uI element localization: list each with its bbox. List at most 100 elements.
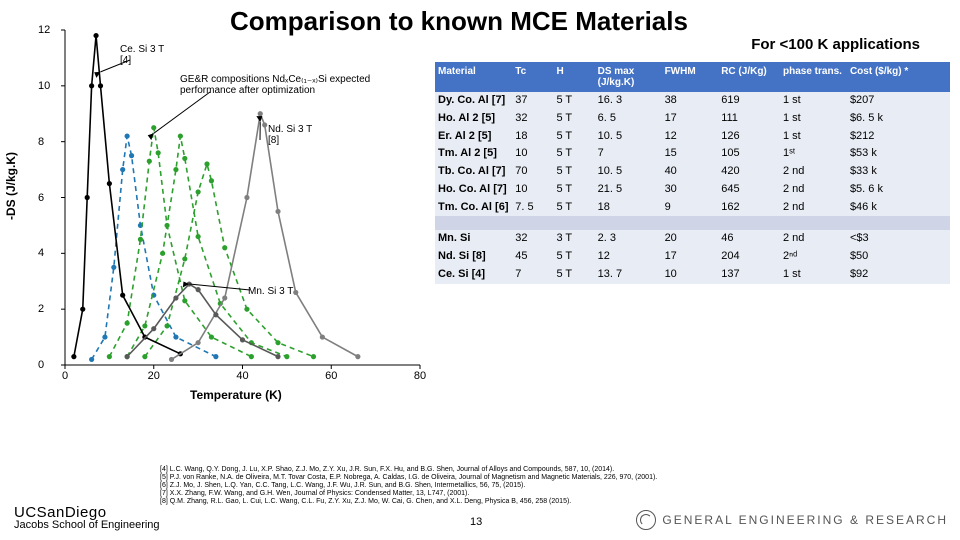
table-cell: Ce. Si [4] xyxy=(435,266,512,284)
table-cell: 2 nd xyxy=(780,163,847,181)
materials-table: MaterialTcHDS max (J/kg.K)FWHMRC (J/Kg)p… xyxy=(435,62,950,284)
table-cell: 10 xyxy=(662,266,719,284)
table-cell: 5 T xyxy=(553,92,594,110)
table-cell: 17 xyxy=(662,248,719,266)
table-cell: $5. 6 k xyxy=(847,181,950,199)
table-cell: 10. 5 xyxy=(595,128,662,146)
table-cell: 17 xyxy=(662,110,719,128)
ytick: 4 xyxy=(38,247,44,259)
table-row: Nd. Si [8]455 T12172042ⁿᵈ$50 xyxy=(435,248,950,266)
ucsd-logo: UCSanDiego Jacobs School of Engineering xyxy=(14,505,160,532)
ytick: 10 xyxy=(38,80,50,92)
table-row: Dy. Co. Al [7]375 T16. 3386191 st$207 xyxy=(435,92,950,110)
table-cell: Tm. Co. Al [6] xyxy=(435,199,512,217)
table-separator xyxy=(435,216,950,230)
table-cell: 7. 5 xyxy=(512,199,553,217)
table-cell: 3 T xyxy=(553,230,594,248)
table-row: Ho. Co. Al [7]105 T21. 5306452 nd$5. 6 k xyxy=(435,181,950,199)
table-cell: Er. Al 2 [5] xyxy=(435,128,512,146)
table-row: Mn. Si323 T2. 320462 nd<$3 xyxy=(435,230,950,248)
table-cell: Dy. Co. Al [7] xyxy=(435,92,512,110)
table-cell: Tm. Al 2 [5] xyxy=(435,145,512,163)
table-cell: 111 xyxy=(718,110,780,128)
table-cell: 32 xyxy=(512,110,553,128)
table-cell: 12 xyxy=(662,128,719,146)
table-cell: 420 xyxy=(718,163,780,181)
table-cell: Mn. Si xyxy=(435,230,512,248)
table-cell: 645 xyxy=(718,181,780,199)
table-cell: 2. 3 xyxy=(595,230,662,248)
column-header: H xyxy=(553,62,594,92)
table-cell: 2 nd xyxy=(780,230,847,248)
table-cell: 10 xyxy=(512,181,553,199)
subtitle: For <100 K applications xyxy=(751,36,920,53)
table-cell: 40 xyxy=(662,163,719,181)
table-cell: $50 xyxy=(847,248,950,266)
table-cell: 105 xyxy=(718,145,780,163)
table-cell: 46 xyxy=(718,230,780,248)
table-cell: 2ⁿᵈ xyxy=(780,248,847,266)
table-row: Tb. Co. Al [7]705 T10. 5404202 nd$33 k xyxy=(435,163,950,181)
table-cell: $33 k xyxy=(847,163,950,181)
table-cell: 5 T xyxy=(553,181,594,199)
table-cell: 18 xyxy=(512,128,553,146)
slide-number: 13 xyxy=(470,516,482,528)
table-cell: 5 T xyxy=(553,248,594,266)
column-header: Material xyxy=(435,62,512,92)
table-cell: 1 st xyxy=(780,266,847,284)
table-cell: 15 xyxy=(662,145,719,163)
table-cell: 137 xyxy=(718,266,780,284)
table-cell: 13. 7 xyxy=(595,266,662,284)
xtick: 0 xyxy=(62,370,68,382)
ytick: 6 xyxy=(38,192,44,204)
xtick: 80 xyxy=(414,370,426,382)
table-cell: 10 xyxy=(512,145,553,163)
anno-nd: Nd. Si 3 T [8] xyxy=(268,124,312,146)
table-cell: $6. 5 k xyxy=(847,110,950,128)
reference-line: [4] L.C. Wang, Q.Y. Dong, J. Lu, X.P. Sh… xyxy=(160,466,860,474)
ytick: 2 xyxy=(38,303,44,315)
column-header: RC (J/Kg) xyxy=(718,62,780,92)
table-cell: 37 xyxy=(512,92,553,110)
table-cell: 10. 5 xyxy=(595,163,662,181)
table-cell: 2 nd xyxy=(780,181,847,199)
table-cell: 1 st xyxy=(780,92,847,110)
table-cell: 21. 5 xyxy=(595,181,662,199)
table-cell: 5 T xyxy=(553,266,594,284)
table-cell: 5 T xyxy=(553,110,594,128)
table-cell: 5 T xyxy=(553,163,594,181)
column-header: Tc xyxy=(512,62,553,92)
ger-icon xyxy=(636,510,656,530)
column-header: DS max (J/kg.K) xyxy=(595,62,662,92)
table-cell: 70 xyxy=(512,163,553,181)
ytick: 8 xyxy=(38,136,44,148)
xtick: 40 xyxy=(236,370,248,382)
table-cell: 20 xyxy=(662,230,719,248)
ytick: 0 xyxy=(38,359,44,371)
table-cell: 6. 5 xyxy=(595,110,662,128)
table-cell: Ho. Al 2 [5] xyxy=(435,110,512,128)
x-axis-label: Temperature (K) xyxy=(190,388,282,402)
table-row: Ce. Si [4]75 T13. 7101371 st$92 xyxy=(435,266,950,284)
table-body: Dy. Co. Al [7]375 T16. 3386191 st$207Ho.… xyxy=(435,92,950,284)
anno-mn: Mn. Si 3 T xyxy=(248,286,293,297)
table-cell: Tb. Co. Al [7] xyxy=(435,163,512,181)
table: MaterialTcHDS max (J/kg.K)FWHMRC (J/Kg)p… xyxy=(435,62,950,284)
table-cell: 1ˢᵗ xyxy=(780,145,847,163)
table-cell: 5 T xyxy=(553,145,594,163)
table-cell: 162 xyxy=(718,199,780,217)
table-cell: 7 xyxy=(595,145,662,163)
anno-ce: Ce. Si 3 T [4] xyxy=(120,44,164,66)
reference-line: [5] P.J. von Ranke, N.A. de Oliveira, M.… xyxy=(160,474,860,482)
reference-line: [6] Z.J. Mo, J. Shen, L.Q. Yan, C.C. Tan… xyxy=(160,482,860,490)
table-row: Tm. Co. Al [6]7. 55 T1891622 nd$46 k xyxy=(435,199,950,217)
ger-logo: GENERAL ENGINEERING & RESEARCH xyxy=(636,510,948,530)
column-header: FWHM xyxy=(662,62,719,92)
references: [4] L.C. Wang, Q.Y. Dong, J. Lu, X.P. Sh… xyxy=(160,466,860,506)
table-cell: $207 xyxy=(847,92,950,110)
table-cell: 1 st xyxy=(780,110,847,128)
table-cell: <$3 xyxy=(847,230,950,248)
table-cell: 2 nd xyxy=(780,199,847,217)
table-cell: 1 st xyxy=(780,128,847,146)
anno-ger: GE&R compositions NdₓCe₍₁₋ₓ₎Si expected … xyxy=(180,74,380,96)
